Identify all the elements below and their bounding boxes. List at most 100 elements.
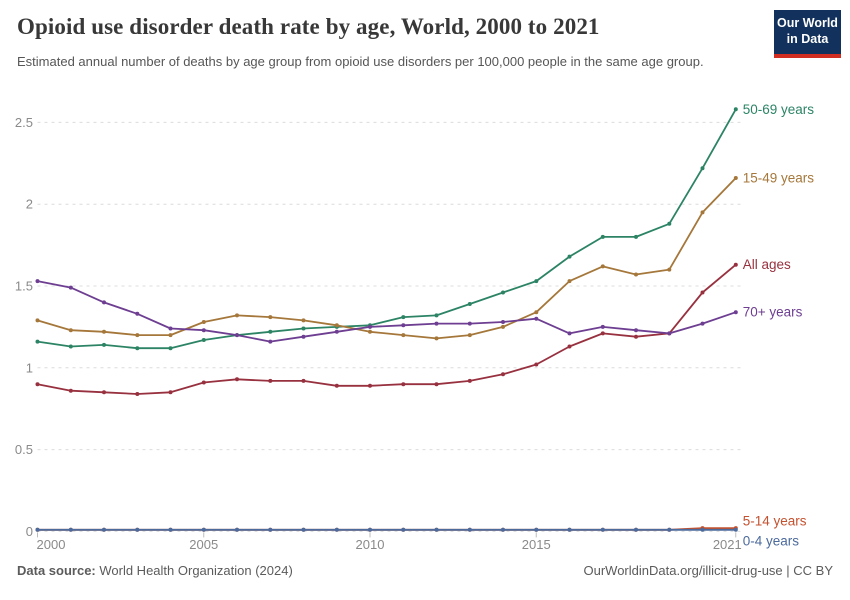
series-point-15-49-years bbox=[634, 272, 638, 277]
series-point-all-ages bbox=[467, 378, 472, 383]
series-point-15-49-years bbox=[733, 176, 738, 180]
series-point-all-ages bbox=[201, 380, 206, 385]
series-point-50-69-years bbox=[434, 313, 439, 318]
series-point-0-4-years bbox=[600, 527, 605, 532]
series-point-15-49-years bbox=[168, 333, 173, 338]
series-point-0-4-years bbox=[534, 527, 539, 532]
series-line-70-years[interactable] bbox=[36, 280, 737, 343]
series-label-5-14-years[interactable]: 5-14 years bbox=[743, 514, 807, 529]
series-point-70-years bbox=[733, 310, 738, 315]
series-line-all-ages[interactable] bbox=[36, 263, 737, 395]
series-point-0-4-years bbox=[368, 527, 372, 532]
series-point-70-years bbox=[501, 320, 505, 324]
series-point-all-ages bbox=[368, 383, 372, 388]
series-point-15-49-years bbox=[68, 328, 73, 333]
series-label-50-69-years[interactable]: 50-69 years bbox=[743, 102, 815, 117]
x-axis-tick-label: 2000 bbox=[37, 537, 66, 552]
line-chart: 0 0.5 1 1.5 2 2.5 2000 2005 2010 2015 2021 50-69 ye… bbox=[15, 102, 815, 552]
series-label-70-years[interactable]: 70+ years bbox=[743, 305, 803, 320]
series-point-0-4-years bbox=[168, 527, 173, 532]
series-point-0-4-years bbox=[68, 527, 73, 532]
series-point-all-ages bbox=[35, 382, 40, 387]
credit-link[interactable]: OurWorldinData.org/illicit-drug-use | CC… bbox=[583, 563, 834, 578]
x-axis-tick-label: 2005 bbox=[189, 537, 218, 552]
series-point-0-4-years bbox=[733, 527, 738, 532]
series-point-all-ages bbox=[401, 382, 406, 387]
series-point-all-ages bbox=[334, 383, 339, 388]
series-point-all-ages bbox=[501, 372, 505, 377]
series-point-70-years bbox=[168, 326, 173, 331]
series-point-50-69-years bbox=[301, 326, 306, 331]
series-point-0-4-years bbox=[334, 527, 339, 532]
series-point-70-years bbox=[401, 323, 406, 328]
x-axis-tick-label: 2010 bbox=[356, 537, 385, 552]
owid-logo-line1: Our World bbox=[777, 16, 838, 30]
series-point-all-ages bbox=[634, 334, 638, 339]
data-source[interactable]: Data source: World Health Organization (… bbox=[17, 563, 293, 578]
series-point-50-69-years bbox=[401, 315, 406, 320]
series-point-50-69-years bbox=[600, 234, 605, 239]
series-point-15-49-years bbox=[334, 323, 339, 328]
series-point-all-ages bbox=[102, 390, 106, 395]
series-point-0-4-years bbox=[700, 527, 705, 532]
series-point-all-ages bbox=[567, 344, 572, 349]
series-point-0-4-years bbox=[434, 527, 439, 532]
series-point-70-years bbox=[235, 333, 239, 338]
series-point-70-years bbox=[667, 331, 672, 336]
series-point-0-4-years bbox=[634, 527, 638, 532]
series-label-15-49-years[interactable]: 15-49 years bbox=[743, 171, 815, 186]
series-point-15-49-years bbox=[102, 329, 106, 334]
series-point-50-69-years bbox=[35, 339, 40, 344]
series-point-all-ages bbox=[168, 390, 173, 395]
series-point-15-49-years bbox=[434, 336, 439, 341]
series-point-50-69-years bbox=[634, 234, 638, 239]
series-point-0-4-years bbox=[268, 527, 273, 532]
series-point-15-49-years bbox=[467, 333, 472, 338]
series-point-50-69-years bbox=[268, 329, 273, 334]
series-point-15-49-years bbox=[35, 318, 40, 323]
series-point-70-years bbox=[467, 321, 472, 326]
series-point-70-years bbox=[201, 328, 206, 333]
series-point-70-years bbox=[634, 328, 638, 333]
series-point-70-years bbox=[567, 331, 572, 336]
owid-logo[interactable]: Our World in Data bbox=[774, 10, 841, 58]
series-point-70-years bbox=[102, 300, 106, 305]
series-point-50-69-years bbox=[201, 338, 206, 342]
y-axis-tick-label: 1.5 bbox=[15, 279, 33, 294]
series-point-15-49-years bbox=[501, 324, 505, 329]
series-point-15-49-years bbox=[700, 210, 705, 215]
series-point-50-69-years bbox=[168, 346, 173, 351]
series-line-50-69-years[interactable] bbox=[36, 108, 737, 350]
chart-footer: Data source: World Health Organization (… bbox=[17, 563, 833, 578]
y-axis-tick-label: 2.5 bbox=[15, 115, 33, 130]
series-point-50-69-years bbox=[135, 346, 140, 351]
series-point-15-49-years bbox=[567, 279, 572, 284]
series-point-0-4-years bbox=[35, 527, 40, 532]
series-point-50-69-years bbox=[501, 290, 505, 295]
series-point-70-years bbox=[35, 279, 40, 284]
series-point-0-4-years bbox=[401, 527, 406, 532]
series-point-50-69-years bbox=[534, 279, 539, 284]
chart-title: Opioid use disorder death rate by age, W… bbox=[17, 14, 600, 39]
series-point-all-ages bbox=[733, 262, 738, 267]
series-point-50-69-years bbox=[467, 302, 472, 306]
series-line-15-49-years[interactable] bbox=[36, 177, 737, 340]
series-point-50-69-years bbox=[567, 254, 572, 259]
series-point-70-years bbox=[368, 324, 372, 329]
series-point-15-49-years bbox=[667, 267, 672, 272]
series-point-0-4-years bbox=[567, 527, 572, 532]
owid-logo-line2: in Data bbox=[786, 32, 829, 46]
y-axis-tick-label: 0.5 bbox=[15, 442, 33, 457]
series-point-50-69-years bbox=[68, 344, 73, 349]
series-point-all-ages bbox=[68, 388, 73, 393]
series-point-50-69-years bbox=[102, 342, 106, 347]
series-point-0-4-years bbox=[135, 527, 140, 532]
series-point-all-ages bbox=[434, 382, 439, 387]
data-source-label: Data source: bbox=[17, 563, 96, 578]
series-point-0-4-years bbox=[501, 527, 505, 532]
series-label-0-4-years[interactable]: 0-4 years bbox=[743, 533, 800, 548]
series-point-50-69-years bbox=[733, 107, 738, 112]
series-point-15-49-years bbox=[235, 313, 239, 318]
series-label-all-ages[interactable]: All ages bbox=[743, 257, 791, 272]
